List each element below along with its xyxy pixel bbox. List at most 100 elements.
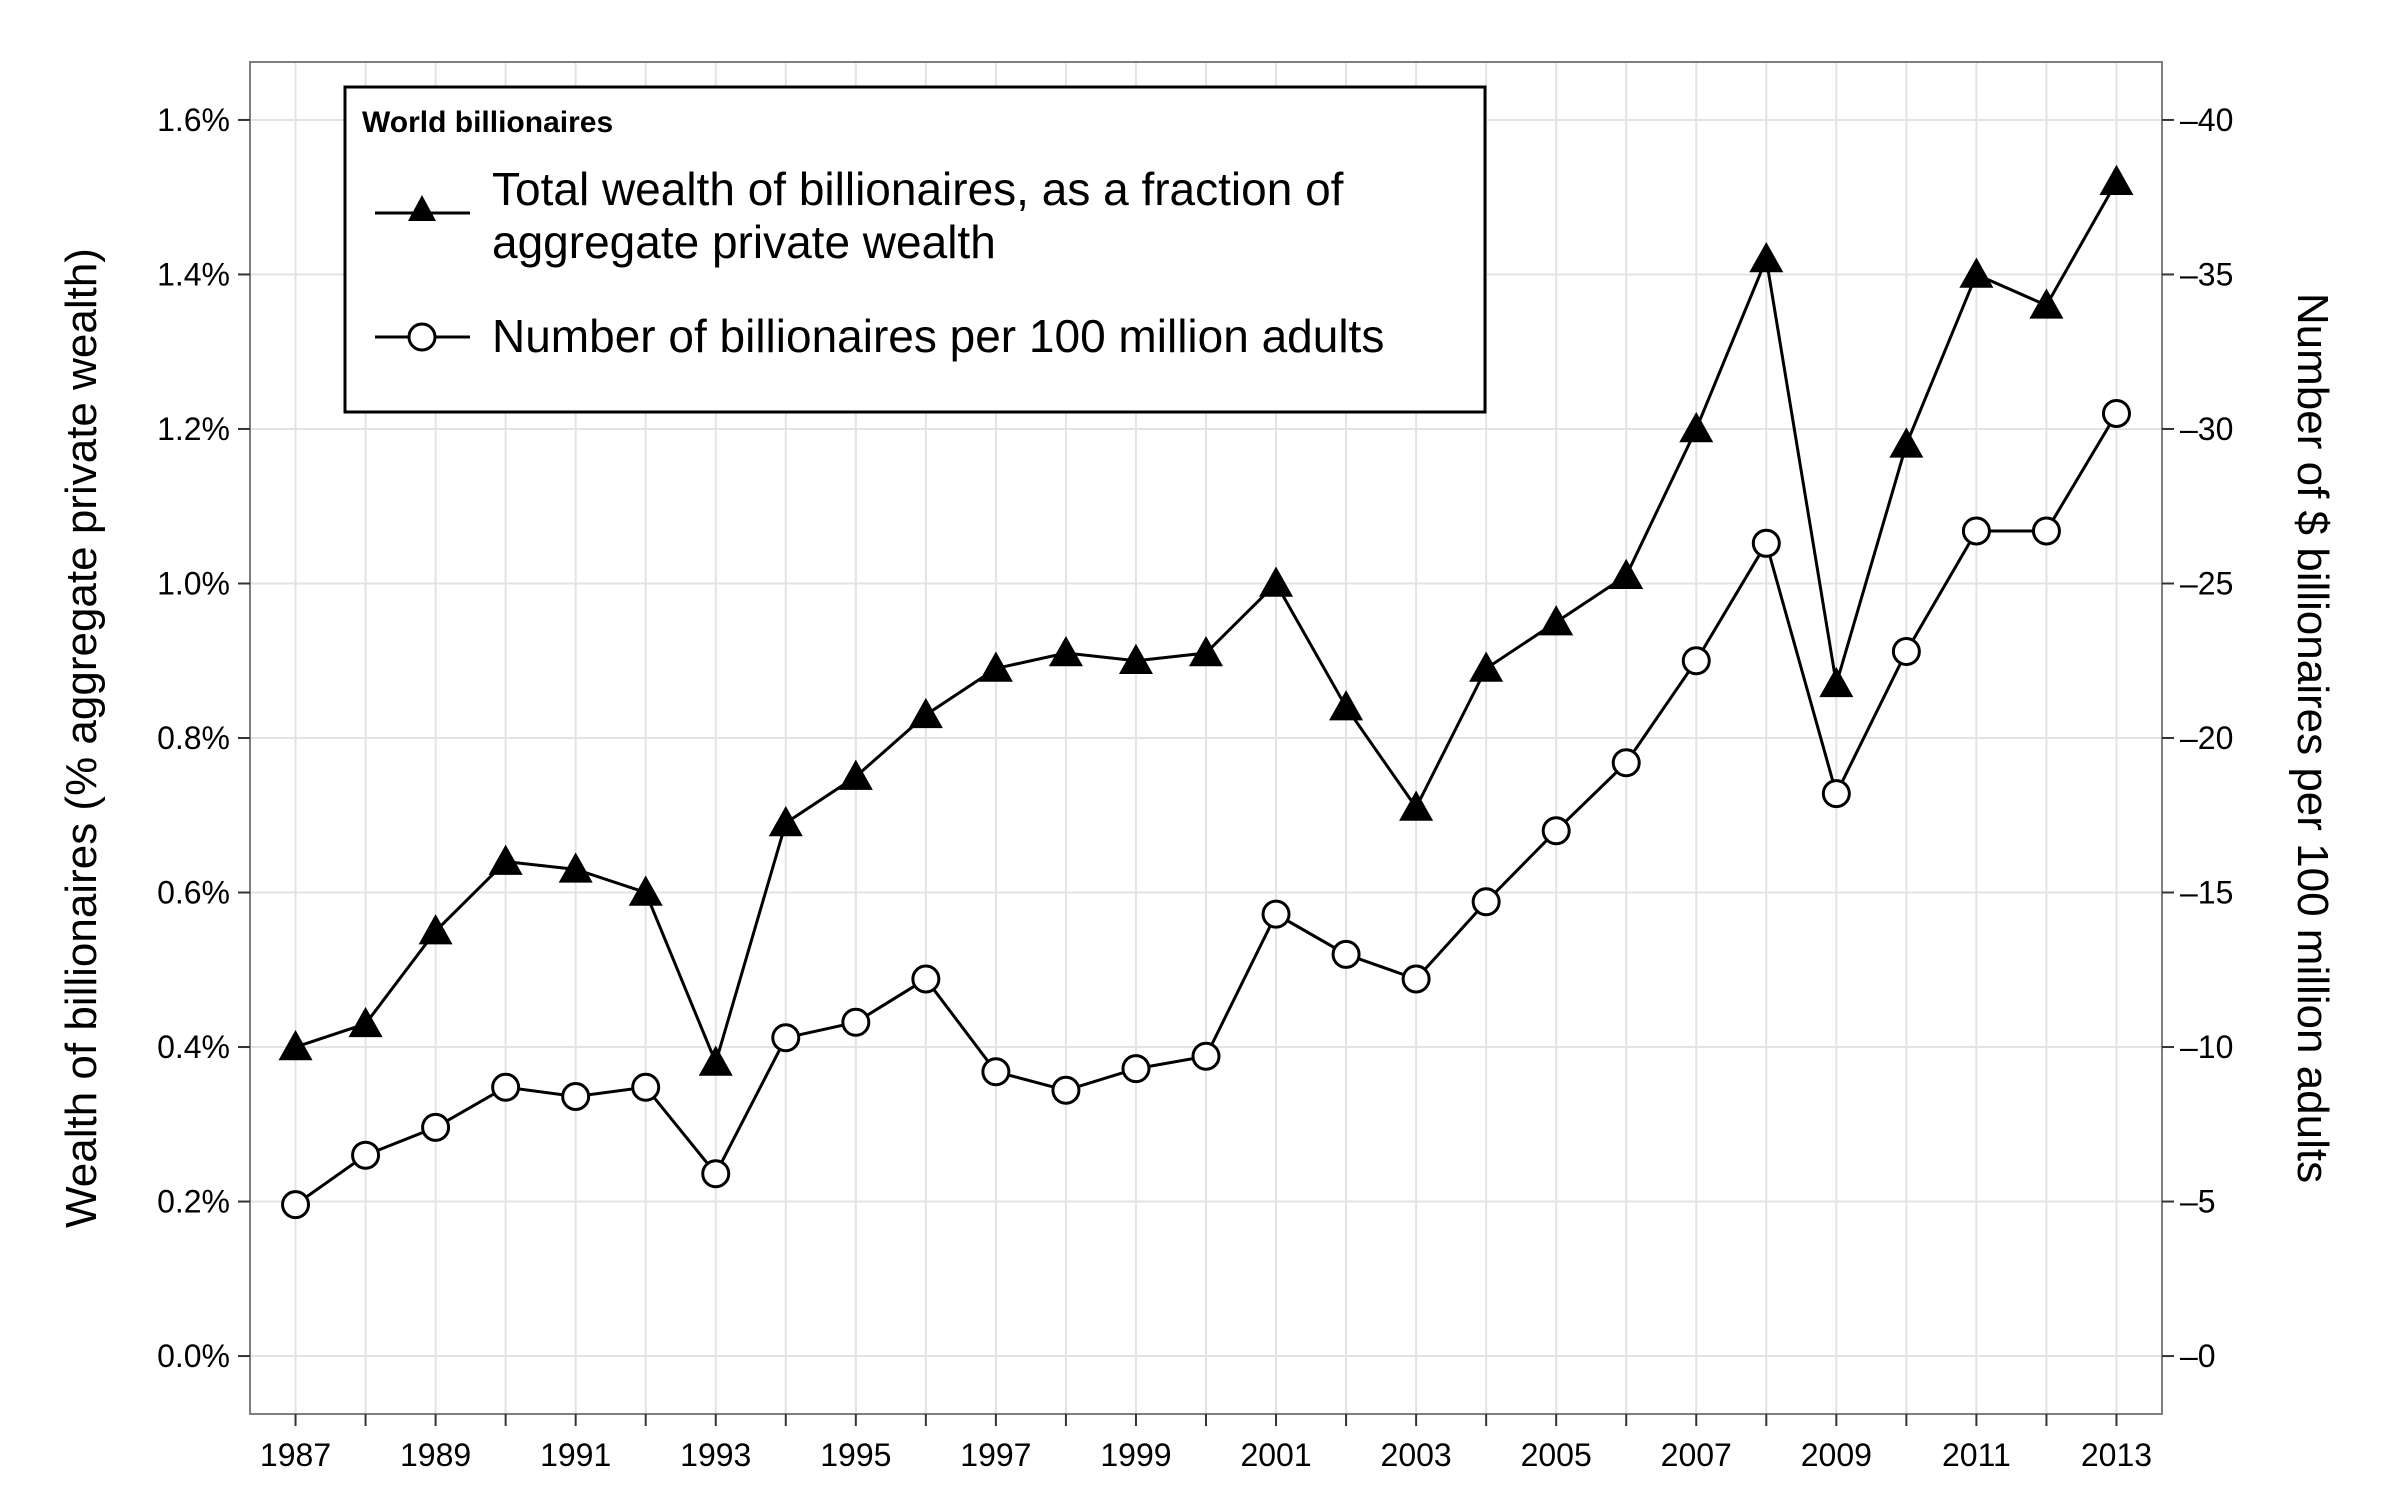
x-axis-tick-label: 2009 bbox=[1801, 1437, 1872, 1473]
triangle-point bbox=[1539, 605, 1574, 636]
legend-label-wealth-line2: aggregate private wealth bbox=[492, 216, 996, 268]
circle-point bbox=[701, 1159, 731, 1189]
triangle-point bbox=[1118, 643, 1153, 675]
x-axis-tick-label: 1999 bbox=[1100, 1437, 1171, 1473]
triangle-point bbox=[2099, 164, 2134, 196]
triangle-point bbox=[1819, 666, 1854, 698]
legend-marker-circle-icon bbox=[407, 322, 437, 352]
circle-point bbox=[1191, 1041, 1221, 1071]
triangle-point bbox=[1889, 427, 1924, 458]
left-y-axis: 0.0% 0.2% 0.4% 0.6% 0.8% 1.0% 1.2% 1.4% 1.6% bbox=[157, 102, 250, 1374]
circle-point bbox=[491, 1072, 521, 1102]
triangle-point bbox=[1679, 411, 1714, 443]
circle-point bbox=[1121, 1054, 1151, 1084]
x-axis: 1987 1989 1991 1993 1995 1997 1999 2001 2003 2005… bbox=[260, 1414, 2152, 1473]
triangle-point bbox=[698, 1045, 733, 1076]
triangle-point bbox=[1609, 558, 1644, 590]
triangle-point bbox=[838, 759, 873, 790]
right-axis-tick-label: –25 bbox=[2180, 565, 2233, 601]
triangle-point bbox=[558, 852, 593, 883]
x-axis-tick-label: 2013 bbox=[2081, 1437, 2152, 1473]
legend-label-wealth-line1: Total wealth of billionaires, as a fract… bbox=[492, 163, 1344, 215]
right-axis-tick-label: –15 bbox=[2180, 875, 2233, 911]
right-axis-tick-label: –35 bbox=[2180, 256, 2233, 292]
legend-box bbox=[343, 85, 1487, 414]
triangle-point bbox=[1048, 636, 1083, 667]
circle-point bbox=[1331, 939, 1361, 969]
x-axis-tick-label: 1993 bbox=[680, 1437, 751, 1473]
triangle-point bbox=[1399, 790, 1434, 821]
circle-point bbox=[1401, 964, 1431, 994]
triangle-point bbox=[978, 651, 1013, 682]
circle-point bbox=[1961, 516, 1991, 546]
left-axis-tick-label: 1.4% bbox=[157, 256, 230, 292]
series-layer bbox=[278, 164, 2134, 1220]
x-axis-tick-label: 1989 bbox=[400, 1437, 471, 1473]
circle-point bbox=[841, 1007, 871, 1037]
circle-point bbox=[981, 1057, 1011, 1087]
triangle-point bbox=[1189, 636, 1223, 667]
left-axis-tick-label: 0.8% bbox=[157, 720, 230, 756]
right-y-axis: –0 –5 –10 –15 –20 –25 –30 –35 –40 bbox=[2162, 102, 2233, 1374]
circle-point bbox=[911, 964, 941, 994]
triangle-point bbox=[2029, 288, 2064, 319]
circle-point bbox=[1051, 1075, 1081, 1105]
right-axis-title: Number of $ billionaires per 100 million… bbox=[2288, 293, 2337, 1183]
x-axis-tick-label: 1987 bbox=[260, 1437, 331, 1473]
x-axis-tick-label: 1995 bbox=[820, 1437, 891, 1473]
circle-point bbox=[631, 1072, 661, 1102]
x-axis-tick-label: 2003 bbox=[1381, 1437, 1452, 1473]
right-axis-tick-label: –30 bbox=[2180, 411, 2233, 447]
legend: World billionaires Total wealth of billi… bbox=[343, 85, 1487, 414]
left-axis-tick-label: 1.6% bbox=[157, 102, 230, 138]
circle-point bbox=[351, 1140, 381, 1170]
circle-point bbox=[1611, 748, 1641, 778]
legend-label-count: Number of billionaires per 100 million a… bbox=[492, 310, 1384, 362]
x-axis-tick-label: 2007 bbox=[1661, 1437, 1732, 1473]
circle-point bbox=[561, 1081, 591, 1111]
triangle-point bbox=[628, 875, 663, 906]
x-axis-tick-label: 2005 bbox=[1521, 1437, 1592, 1473]
triangle-point bbox=[488, 844, 523, 875]
circle-point bbox=[1681, 646, 1711, 676]
circle-point bbox=[281, 1190, 311, 1220]
right-axis-tick-label: –20 bbox=[2180, 720, 2233, 756]
triangle-point bbox=[418, 914, 453, 945]
x-axis-tick-label: 2011 bbox=[1942, 1437, 2011, 1473]
left-axis-tick-label: 0.2% bbox=[157, 1184, 230, 1220]
circle-point bbox=[1891, 636, 1921, 666]
left-axis-tick-label: 1.2% bbox=[157, 411, 230, 447]
triangle-point bbox=[768, 805, 803, 837]
left-axis-tick-label: 0.6% bbox=[157, 875, 230, 911]
right-axis-tick-label: –0 bbox=[2180, 1338, 2216, 1374]
circle-point bbox=[1471, 887, 1501, 917]
circle-point bbox=[771, 1023, 801, 1053]
triangle-point bbox=[348, 1006, 383, 1038]
circle-point bbox=[1261, 899, 1291, 929]
x-axis-tick-label: 2001 bbox=[1240, 1437, 1311, 1473]
right-axis-tick-label: –10 bbox=[2180, 1029, 2233, 1065]
triangle-point bbox=[908, 697, 943, 729]
circle-point bbox=[1541, 816, 1571, 846]
triangle-point bbox=[1329, 690, 1364, 721]
legend-title: World billionaires bbox=[362, 106, 613, 139]
circle-point bbox=[2101, 399, 2131, 429]
triangle-point bbox=[1469, 651, 1504, 682]
triangle-point bbox=[1259, 566, 1294, 597]
left-axis-tick-label: 0.0% bbox=[157, 1338, 230, 1374]
triangle-point bbox=[278, 1030, 313, 1061]
left-axis-tick-label: 1.0% bbox=[157, 565, 230, 601]
left-axis-title: Wealth of billionaires (% aggregate priv… bbox=[57, 248, 106, 1228]
circle-point bbox=[2031, 516, 2061, 546]
triangle-point bbox=[1749, 242, 1784, 273]
right-axis-tick-label: –5 bbox=[2180, 1184, 2216, 1220]
x-axis-tick-label: 1991 bbox=[540, 1437, 611, 1473]
x-axis-tick-label: 1997 bbox=[960, 1437, 1031, 1473]
right-axis-tick-label: –40 bbox=[2180, 102, 2233, 138]
circle-point bbox=[421, 1112, 451, 1142]
circle-point bbox=[1821, 779, 1851, 809]
circle-point bbox=[1751, 528, 1781, 558]
legend-marker-triangle-icon bbox=[408, 195, 436, 221]
triangle-point bbox=[1959, 257, 1994, 288]
